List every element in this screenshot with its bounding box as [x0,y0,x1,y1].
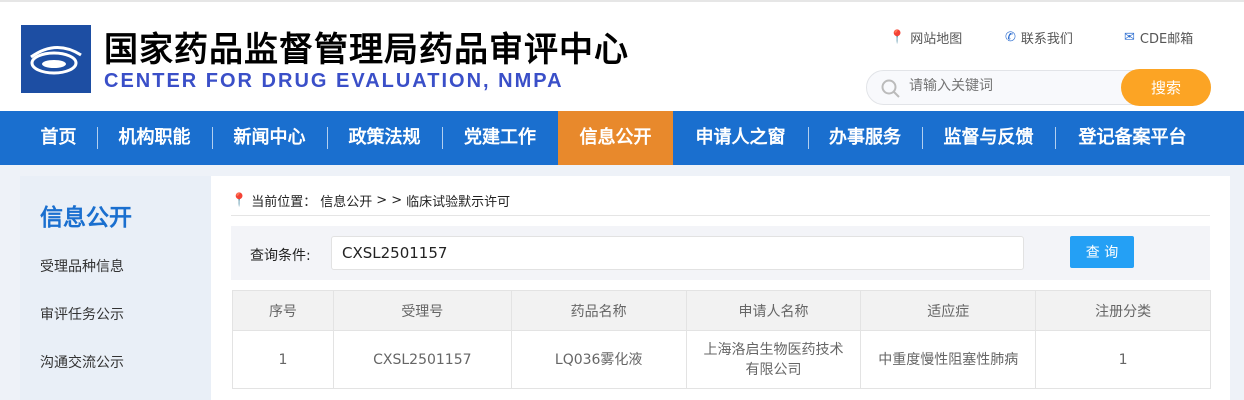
sidebar-item-accepted[interactable]: 受理品种信息 [40,259,124,275]
table-header-row: 序号 受理号 药品名称 申请人名称 适应症 注册分类 [232,290,1211,331]
col-drug-name: 药品名称 [510,290,687,331]
sidebar-title: 信息公开 [40,205,132,231]
col-acceptance-no: 受理号 [332,290,512,331]
nav-registration[interactable]: 登记备案平台 [1055,111,1210,165]
col-registration-class: 注册分类 [1035,290,1211,331]
sidebar: 信息公开 受理品种信息 审评任务公示 沟通交流公示 [20,176,211,400]
cell-registration-class: 1 [1035,330,1211,389]
search-input[interactable] [909,78,1109,94]
cell-drug-name: LQ036雾化液 [510,330,687,389]
query-label: 查询条件: [250,248,311,264]
nav-applicant[interactable]: 申请人之窗 [695,127,786,148]
query-button[interactable]: 查 询 [1070,236,1134,268]
query-panel: 查询条件: 查 询 [231,226,1210,280]
query-input[interactable] [331,236,1024,270]
main-content: 📍 当前位置： 信息公开 > > 临床试验默示许可 查询条件: 查 询 序号 受… [211,176,1230,400]
cell-acceptance-no: CXSL2501157 [332,330,512,389]
divider [231,215,1210,216]
breadcrumb: 📍 当前位置： 信息公开 > > 临床试验默示许可 [231,193,511,210]
contact-link[interactable]: ✆ 联系我们 [1005,30,1073,47]
breadcrumb-current: 临床试验默示许可 [406,195,511,210]
nav-info-public[interactable]: 信息公开 [558,111,673,165]
col-index: 序号 [232,290,334,331]
map-pin-icon: 📍 [889,30,906,45]
sitemap-link[interactable]: 📍 网站地图 [889,30,963,47]
phone-icon: ✆ [1005,30,1016,45]
breadcrumb-info-public[interactable]: 信息公开 [320,195,373,210]
cell-applicant: 上海洛启生物医药技术有限公司 [685,330,862,389]
nav-policy[interactable]: 政策法规 [327,111,442,165]
nav-organization[interactable]: 机构职能 [97,111,212,165]
sidebar-item-review-tasks[interactable]: 审评任务公示 [40,307,124,323]
nav-news[interactable]: 新闻中心 [212,111,327,165]
table-row[interactable]: 1 CXSL2501157 LQ036雾化液 上海洛启生物医药技术有限公司 中重… [232,330,1211,389]
col-applicant: 申请人名称 [685,290,862,331]
nav-party[interactable]: 党建工作 [442,111,558,165]
mail-link[interactable]: ✉ CDE邮箱 [1124,30,1194,47]
search-button[interactable]: 搜索 [1121,69,1211,106]
location-icon: 📍 [231,193,248,208]
site-title-en: CENTER FOR DRUG EVALUATION, NMPA [104,70,564,92]
nav-supervision[interactable]: 监督与反馈 [922,111,1055,165]
site-header: 国家药品监督管理局药品审评中心 CENTER FOR DRUG EVALUATI… [0,0,1244,111]
site-title: 国家药品监督管理局药品审评中心 [104,30,629,70]
nav-services[interactable]: 办事服务 [808,111,922,165]
mail-icon: ✉ [1124,30,1135,45]
search-icon [881,79,900,98]
search-box: 搜索 [866,69,1211,106]
main-nav: 首页 机构职能 新闻中心 政策法规 党建工作 信息公开 申请人之窗 办事服务 监… [0,111,1244,165]
cell-index: 1 [232,330,334,389]
col-indication: 适应症 [860,290,1037,331]
cell-indication: 中重度慢性阻塞性肺病 [860,330,1037,389]
sidebar-item-communication[interactable]: 沟通交流公示 [40,355,124,371]
results-table: 序号 受理号 药品名称 申请人名称 适应症 注册分类 1 CXSL2501157… [232,290,1211,389]
cde-logo[interactable] [21,25,91,93]
nav-home[interactable]: 首页 [40,127,77,148]
